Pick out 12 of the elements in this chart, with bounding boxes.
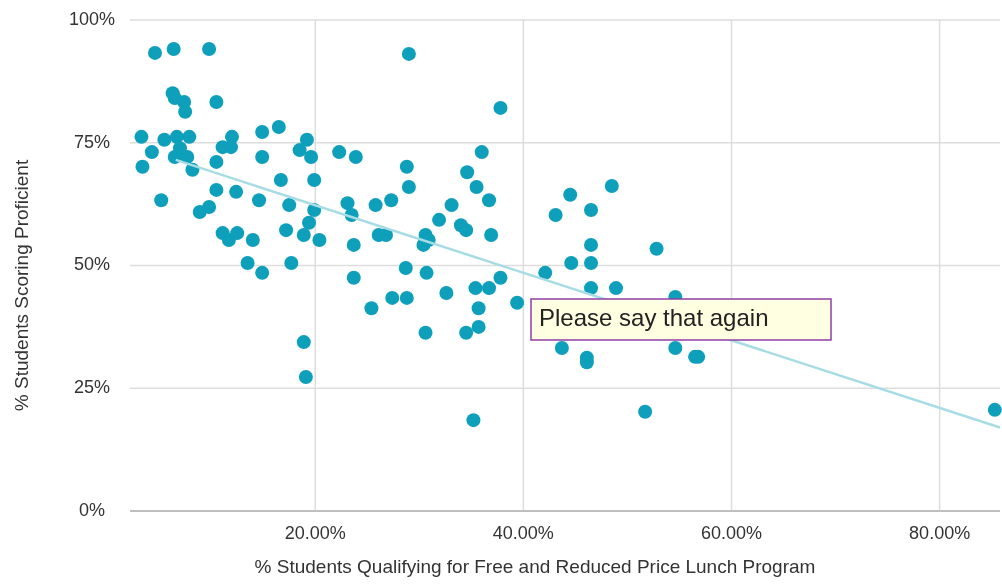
y-tick-label: 75% xyxy=(73,131,111,152)
y-tick-label: 50% xyxy=(73,254,111,275)
x-tick-label: 60.00% xyxy=(700,523,763,543)
y-axis-title: % Students Scoring Proficient xyxy=(11,159,32,412)
annotation: Please say that again xyxy=(539,303,769,331)
x-tick-label: 40.00% xyxy=(492,523,554,543)
y-tick-label: 0% xyxy=(78,499,106,520)
x-tick-label: 80.00% xyxy=(909,523,971,543)
x-axis-title: % Students Qualifying for Free and Reduced Price Lunch Program xyxy=(254,556,816,577)
x-tick-label: 20.00% xyxy=(284,523,346,543)
y-tick-label: 25% xyxy=(73,377,111,397)
y-tick-label: 100% xyxy=(68,8,116,29)
